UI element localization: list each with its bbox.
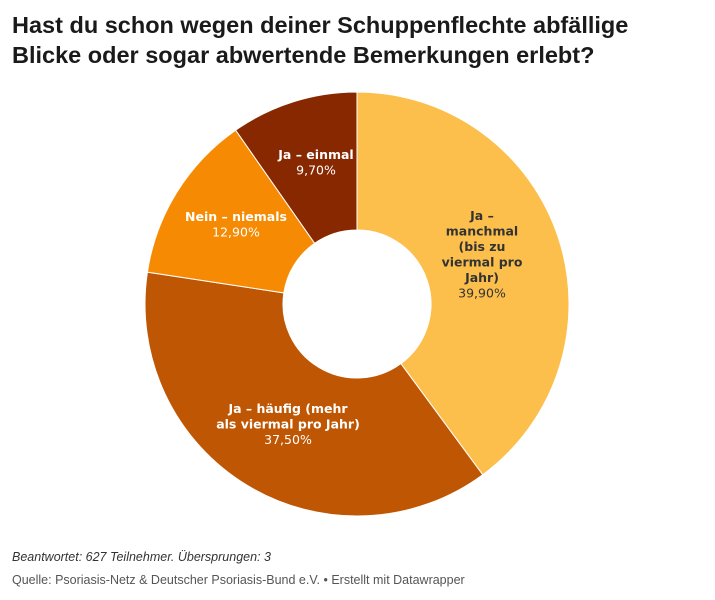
- slice-label: Ja – einmal: [277, 147, 353, 162]
- slice-label: manchmal: [446, 224, 518, 239]
- slice-label: Ja – häufig (mehr: [227, 401, 348, 416]
- donut-slice[interactable]: [356, 91, 570, 476]
- slice-label: als viermal pro Jahr): [216, 417, 360, 432]
- slice-value-label: 9,70%: [296, 163, 336, 178]
- response-note: Beantwortet: 627 Teilnehmer. Übersprunge…: [12, 550, 271, 564]
- slice-value-label: 39,90%: [458, 286, 506, 301]
- slice-label: viermal pro: [442, 255, 523, 270]
- slice-value-label: 37,50%: [264, 432, 312, 447]
- donut-slice[interactable]: [144, 271, 484, 517]
- slice-label: Jahr): [464, 270, 499, 285]
- source-credit: Quelle: Psoriasis-Netz & Deutscher Psori…: [12, 573, 465, 587]
- slice-label: (bis zu: [459, 239, 506, 254]
- donut-slice[interactable]: [146, 129, 316, 294]
- donut-slice[interactable]: [234, 91, 358, 245]
- slice-value-label: 12,90%: [212, 225, 260, 240]
- slice-label: Ja –: [469, 208, 494, 223]
- chart-title: Hast du schon wegen deiner Schuppenflech…: [12, 12, 629, 68]
- slice-label: Nein – niemals: [185, 209, 287, 224]
